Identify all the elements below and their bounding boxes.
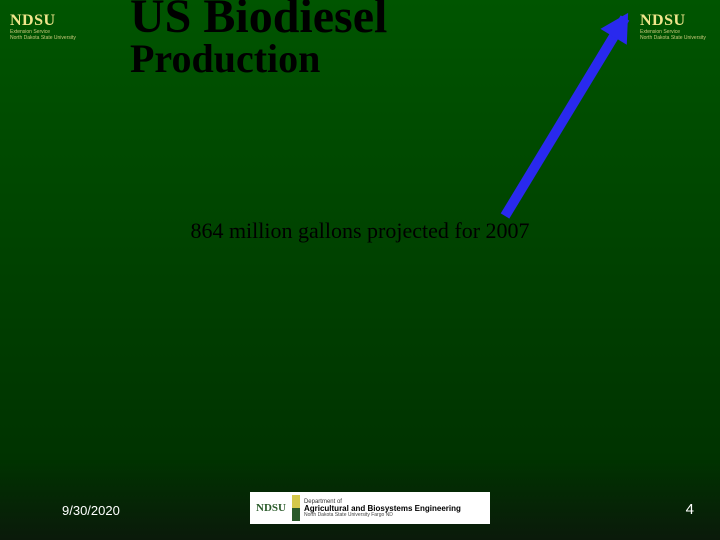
ndsu-logo-right: NDSU Extension Service North Dakota Stat… xyxy=(640,10,710,44)
title-line-2: Production xyxy=(130,40,387,78)
logo-text: NDSU xyxy=(640,13,710,29)
logo-subtext-2: North Dakota State University xyxy=(640,36,710,42)
title-line-1: US Biodiesel xyxy=(130,0,387,40)
badge-ndsu-text: NDSU xyxy=(254,502,288,514)
footer-date: 9/30/2020 xyxy=(62,503,120,518)
badge-stripe-icon xyxy=(292,495,300,521)
slide: NDSU Extension Service North Dakota Stat… xyxy=(0,0,720,540)
logo-subtext-2: North Dakota State University xyxy=(10,36,80,42)
footer-page-number: 4 xyxy=(686,501,694,518)
slide-subtitle: 864 million gallons projected for 2007 xyxy=(0,218,720,244)
footer-dept-badge: NDSU Department of Agricultural and Bios… xyxy=(250,492,490,524)
trend-arrow xyxy=(485,6,645,226)
slide-title: US Biodiesel Production xyxy=(130,0,387,78)
ndsu-logo-left: NDSU Extension Service North Dakota Stat… xyxy=(10,10,80,44)
badge-university: North Dakota State University Fargo ND xyxy=(304,513,461,518)
logo-text: NDSU xyxy=(10,13,80,29)
arrow-icon xyxy=(485,6,645,226)
badge-text-block: Department of Agricultural and Biosystem… xyxy=(304,499,461,518)
